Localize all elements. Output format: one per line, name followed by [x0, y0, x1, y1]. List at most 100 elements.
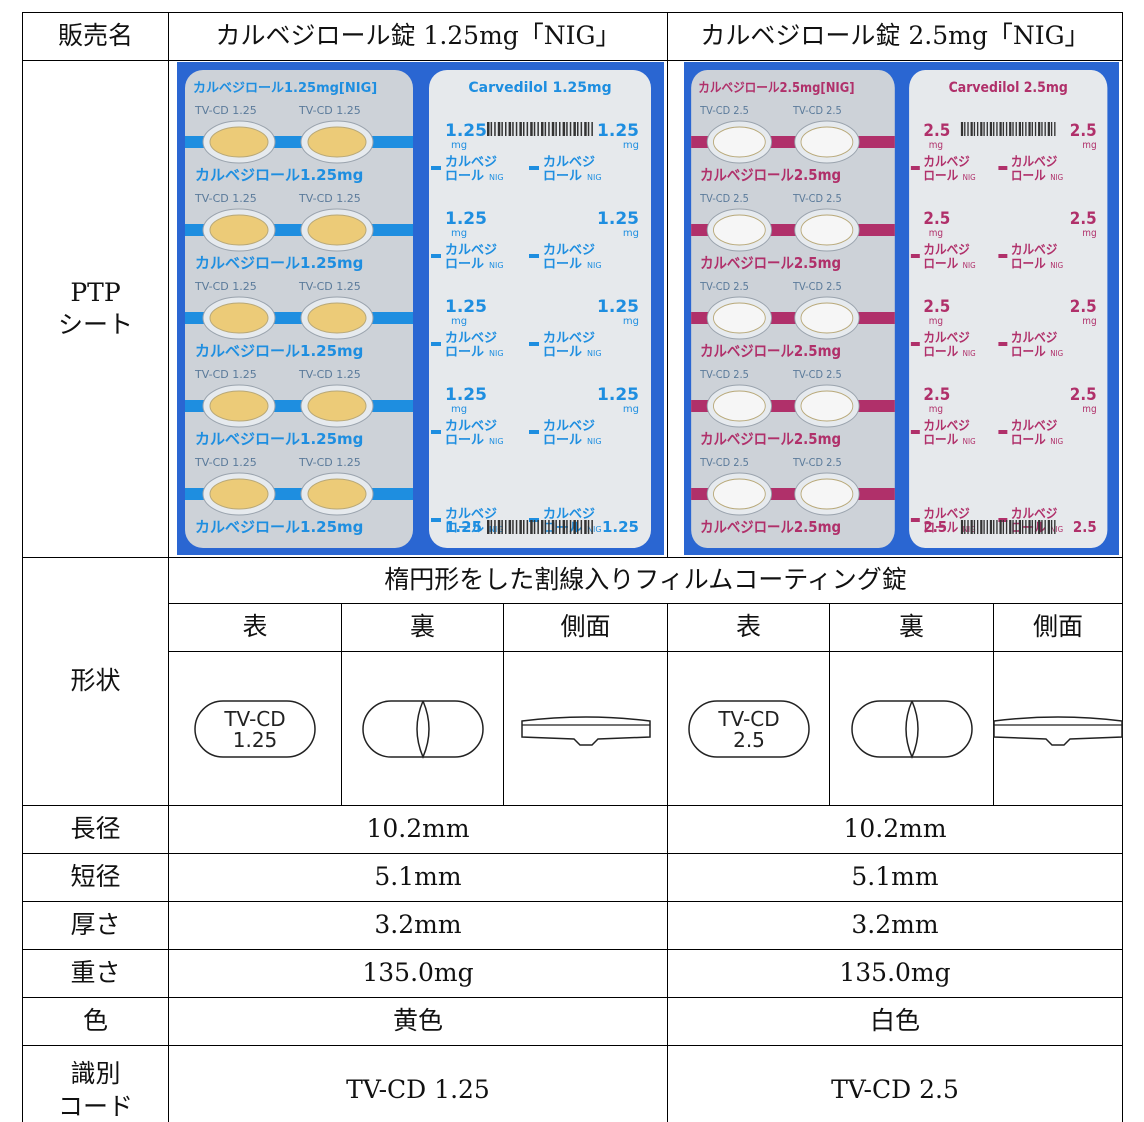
barcode-bar	[548, 122, 550, 136]
back-name: カルベジ	[543, 507, 595, 522]
tablet-drawing	[850, 699, 973, 759]
barcode-bar	[559, 520, 561, 534]
barcode-bar	[559, 122, 561, 136]
barcode-bar	[1038, 122, 1041, 136]
barcode-bar	[1018, 520, 1022, 534]
barcode-bar	[989, 122, 993, 136]
barcode-bar	[1002, 520, 1005, 534]
unit: mg	[623, 404, 639, 415]
barcode-bar	[986, 520, 988, 534]
name-mark	[529, 430, 539, 434]
row-label-text: PTP	[70, 277, 121, 307]
pill	[800, 478, 854, 510]
front-pack	[185, 70, 413, 548]
barcode-bar	[999, 122, 1002, 136]
barcode-bar	[537, 122, 539, 136]
barcode-bar	[1012, 520, 1014, 534]
barcode-bar	[960, 122, 964, 136]
unit: mg	[929, 140, 943, 152]
barcode-bar	[1028, 520, 1031, 534]
tablet-outline	[850, 699, 973, 758]
barcode-bar	[1015, 520, 1017, 534]
nig-mark: NIG	[1050, 525, 1063, 534]
value-cell: 135.0mg	[667, 949, 1123, 998]
barcode-bar	[541, 520, 544, 534]
score-line	[904, 700, 919, 759]
barcode-bar	[1012, 122, 1014, 136]
pill	[713, 214, 766, 246]
value-cell-text: 5.1mm	[851, 862, 939, 892]
barcode-bar	[996, 520, 998, 534]
back-name: カルベジ	[543, 243, 595, 258]
nig-mark: NIG	[963, 173, 976, 182]
view-header-text: 表	[242, 612, 268, 642]
barcode-bar	[533, 520, 536, 534]
barcode-bar	[551, 520, 555, 534]
back-name: カルベジ	[445, 331, 497, 346]
value-cell: 10.2mm	[667, 805, 1123, 854]
name-mark	[910, 518, 920, 522]
unit: mg	[1082, 140, 1096, 152]
nig-mark: NIG	[963, 261, 976, 270]
name-mark	[998, 166, 1008, 170]
view-header: 表	[667, 603, 830, 652]
barcode-bar	[591, 520, 593, 534]
pill	[800, 214, 854, 246]
tablet-drawing-cell	[993, 651, 1123, 806]
barcode-bar	[519, 122, 522, 136]
barcode-bar	[1054, 122, 1056, 136]
barcode-bar	[487, 122, 490, 136]
barcode-bar	[1038, 520, 1041, 534]
back-pack	[909, 70, 1108, 548]
row-label: 形状	[22, 557, 169, 806]
barcode-bar	[523, 520, 525, 534]
tablet-marking: TV-CD	[223, 707, 285, 731]
barcode-bar	[523, 122, 525, 136]
value-cell-text: 135.0mg	[839, 958, 951, 988]
barcode-bar	[993, 520, 995, 534]
strip-label: カルベジロール1.25mg	[195, 430, 363, 448]
unit: mg	[623, 228, 639, 239]
dose: 2.5	[1070, 208, 1097, 228]
barcode-bar	[544, 122, 547, 136]
barcode-bar	[989, 520, 993, 534]
pill	[307, 302, 367, 334]
back-name: ロール	[923, 256, 958, 271]
back-name: カルベジ	[1011, 154, 1057, 169]
name-mark	[431, 166, 441, 170]
back-name: ロール	[445, 345, 484, 360]
barcode-bar	[562, 122, 566, 136]
tablet-drawing: TV-CD1.25	[194, 699, 316, 758]
row-label-text: 重さ	[70, 958, 121, 988]
view-header: 裏	[341, 603, 504, 652]
value-cell: 5.1mm	[168, 853, 668, 902]
row-label-text: 厚さ	[70, 910, 121, 940]
tablet-drawing	[520, 715, 651, 746]
back-name: ロール	[445, 521, 484, 536]
back-name: ロール	[923, 168, 958, 183]
name-mark	[910, 430, 920, 434]
header-cell: カルベジロール錠 2.5mg「NIG」	[667, 12, 1123, 61]
pill	[713, 126, 766, 158]
pocket-label: TV-CD 2.5	[792, 193, 842, 206]
back-name: カルベジ	[923, 330, 969, 345]
barcode-bar	[497, 122, 501, 136]
row-label-text: 色	[82, 1006, 108, 1036]
nig-mark: NIG	[587, 525, 602, 534]
barcode-bar	[993, 122, 995, 136]
nig-mark: NIG	[489, 437, 504, 446]
nig-mark: NIG	[963, 437, 976, 446]
barcode-bar	[1009, 520, 1012, 534]
barcode-bar	[980, 520, 983, 534]
value-cell-text: TV-CD 1.25	[346, 1075, 490, 1105]
pill	[713, 390, 766, 422]
view-header-text: 裏	[898, 612, 924, 642]
back-name: ロール	[923, 344, 958, 359]
barcode-bar	[562, 520, 566, 534]
barcode-bar	[526, 122, 529, 136]
back-name: カルベジ	[543, 155, 595, 170]
strip-label: カルベジロール2.5mg	[700, 342, 841, 360]
ptp-sheet-photo: カルベジロール2.5mg[NIG]TV-CD 2.5 TV-CD 2.5カルベジロ…	[684, 62, 1119, 555]
name-mark	[998, 254, 1008, 258]
unit: mg	[623, 316, 639, 327]
